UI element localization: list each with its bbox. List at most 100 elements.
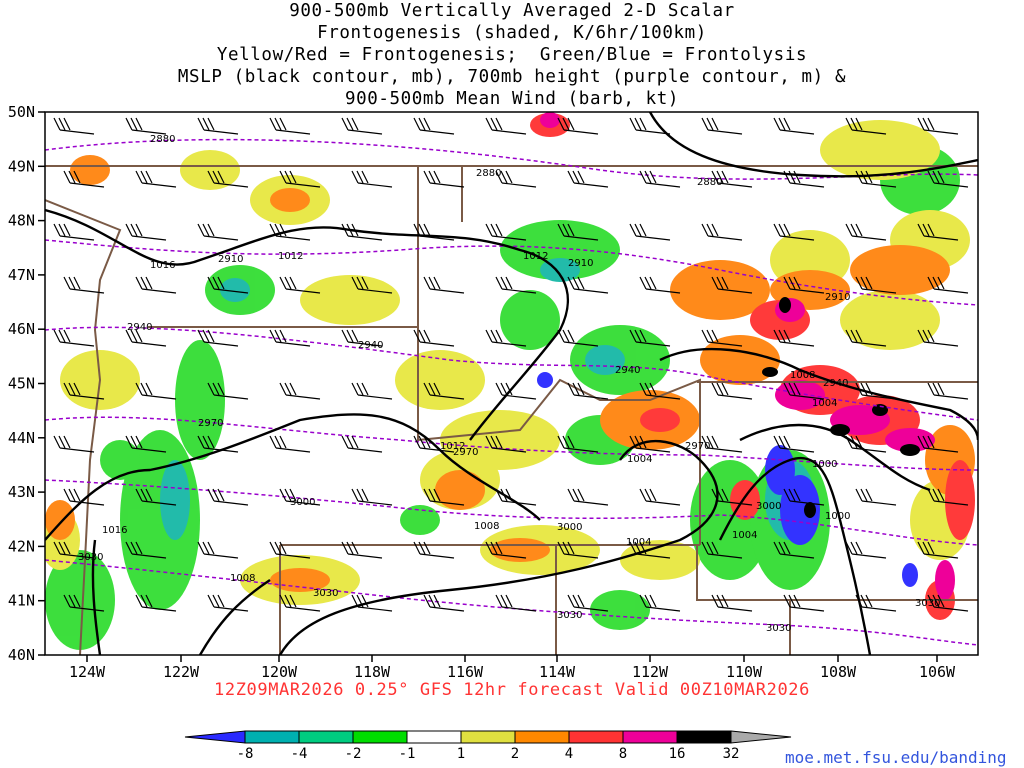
lat-label: 42N	[8, 537, 35, 555]
wind-barb	[701, 541, 743, 559]
colorbar-label: 16	[669, 746, 686, 762]
wind-barb	[269, 329, 311, 347]
height-label: 2940	[358, 340, 383, 351]
wind-barb	[927, 170, 969, 188]
wind-barb	[423, 488, 465, 506]
wind-barb	[711, 594, 753, 612]
colorbar-label: 32	[723, 746, 740, 762]
wind-barb	[567, 488, 609, 506]
wind-barb	[423, 170, 465, 188]
colorbar-segment	[352, 730, 408, 744]
height-label: 3030	[313, 588, 338, 599]
colorbar-label: 4	[565, 746, 573, 762]
colorbar-segment	[460, 730, 516, 744]
wind-barb	[207, 276, 249, 294]
wind-barbs	[53, 117, 969, 612]
wind-barb	[197, 541, 239, 559]
wind-barb	[63, 488, 105, 506]
lat-label: 41N	[8, 592, 35, 610]
wind-barb	[845, 541, 887, 559]
height-label: 3000	[557, 522, 582, 533]
wind-barb	[629, 541, 671, 559]
height-label: 2910	[218, 254, 243, 265]
wind-barb	[269, 435, 311, 453]
lon-label: 122W	[163, 663, 200, 681]
lon-axis: 124W 122W 120W 118W 116W 114W 112W 110W 108W 106W	[69, 655, 956, 681]
height-label: 2940	[823, 378, 848, 389]
height-label: 3030	[915, 598, 940, 609]
lat-label: 48N	[8, 212, 35, 230]
wind-barb	[53, 223, 95, 241]
wind-barb	[495, 594, 537, 612]
wind-barb	[207, 382, 249, 400]
wind-barb	[773, 329, 815, 347]
wind-barb	[269, 541, 311, 559]
mslp-label: 1000	[825, 511, 850, 522]
height-label: 2880	[476, 168, 501, 179]
wind-barb	[125, 329, 167, 347]
wind-barb	[711, 276, 753, 294]
height-label: 2940	[615, 365, 640, 376]
lat-label: 47N	[8, 266, 35, 284]
lat-label: 46N	[8, 320, 35, 338]
wind-barb	[269, 117, 311, 135]
wind-barb	[413, 223, 455, 241]
wind-barb	[485, 541, 527, 559]
state-borders	[45, 165, 978, 655]
lon-label: 120W	[261, 663, 298, 681]
wind-barb	[53, 435, 95, 453]
wind-barb	[927, 594, 969, 612]
colorbar-segment	[184, 730, 246, 744]
wind-barb	[845, 117, 887, 135]
wind-barb	[701, 117, 743, 135]
colorbar-segment	[514, 730, 570, 744]
wind-barb	[917, 223, 959, 241]
colorbar-label: 8	[619, 746, 627, 762]
wind-barb	[557, 435, 599, 453]
wind-barb	[279, 594, 321, 612]
wind-barb	[927, 276, 969, 294]
height-label: 2970	[198, 418, 223, 429]
wind-barb	[135, 276, 177, 294]
wind-barb	[135, 594, 177, 612]
wind-barb	[845, 435, 887, 453]
wind-barb	[917, 541, 959, 559]
lat-label: 45N	[8, 375, 35, 393]
wind-barb	[773, 541, 815, 559]
lon-label: 106W	[919, 663, 956, 681]
wind-barb	[557, 223, 599, 241]
lat-axis: 50N 49N 48N 47N 46N 45N 44N 43N 42N 41N 40N	[8, 103, 45, 664]
height-label: 3030	[78, 552, 103, 563]
lat-label: 44N	[8, 429, 35, 447]
wind-barb	[53, 117, 95, 135]
wind-barb	[855, 382, 897, 400]
wind-barb	[53, 329, 95, 347]
wind-barb	[773, 435, 815, 453]
mslp-label: 1004	[812, 398, 837, 409]
height-label: 3000	[756, 501, 781, 512]
wind-barb	[341, 223, 383, 241]
wind-barb	[125, 117, 167, 135]
mslp-label: 1016	[102, 525, 127, 536]
colorbar-segment	[676, 730, 732, 744]
wind-barb	[53, 541, 95, 559]
wind-barb	[485, 117, 527, 135]
credit-link[interactable]: moe.met.fsu.edu/banding	[785, 748, 1007, 767]
height-label: 2970	[453, 447, 478, 458]
lon-label: 110W	[726, 663, 763, 681]
wind-barb	[711, 170, 753, 188]
wind-barb	[135, 382, 177, 400]
wind-barb	[351, 594, 393, 612]
wind-barb	[639, 170, 681, 188]
height-label: 2880	[697, 177, 722, 188]
wind-barb	[269, 223, 311, 241]
colorbar-segment	[244, 730, 300, 744]
title-line-2: Frontogenesis (shaded, K/6hr/100km)	[317, 23, 707, 43]
wind-barb	[197, 223, 239, 241]
wind-barb	[125, 541, 167, 559]
wind-barb	[413, 435, 455, 453]
colorbar: -8 -4 -2 -1 1 2 4 8 16 32	[184, 730, 792, 762]
wind-barb	[197, 435, 239, 453]
mslp-label: 1012	[440, 441, 465, 452]
